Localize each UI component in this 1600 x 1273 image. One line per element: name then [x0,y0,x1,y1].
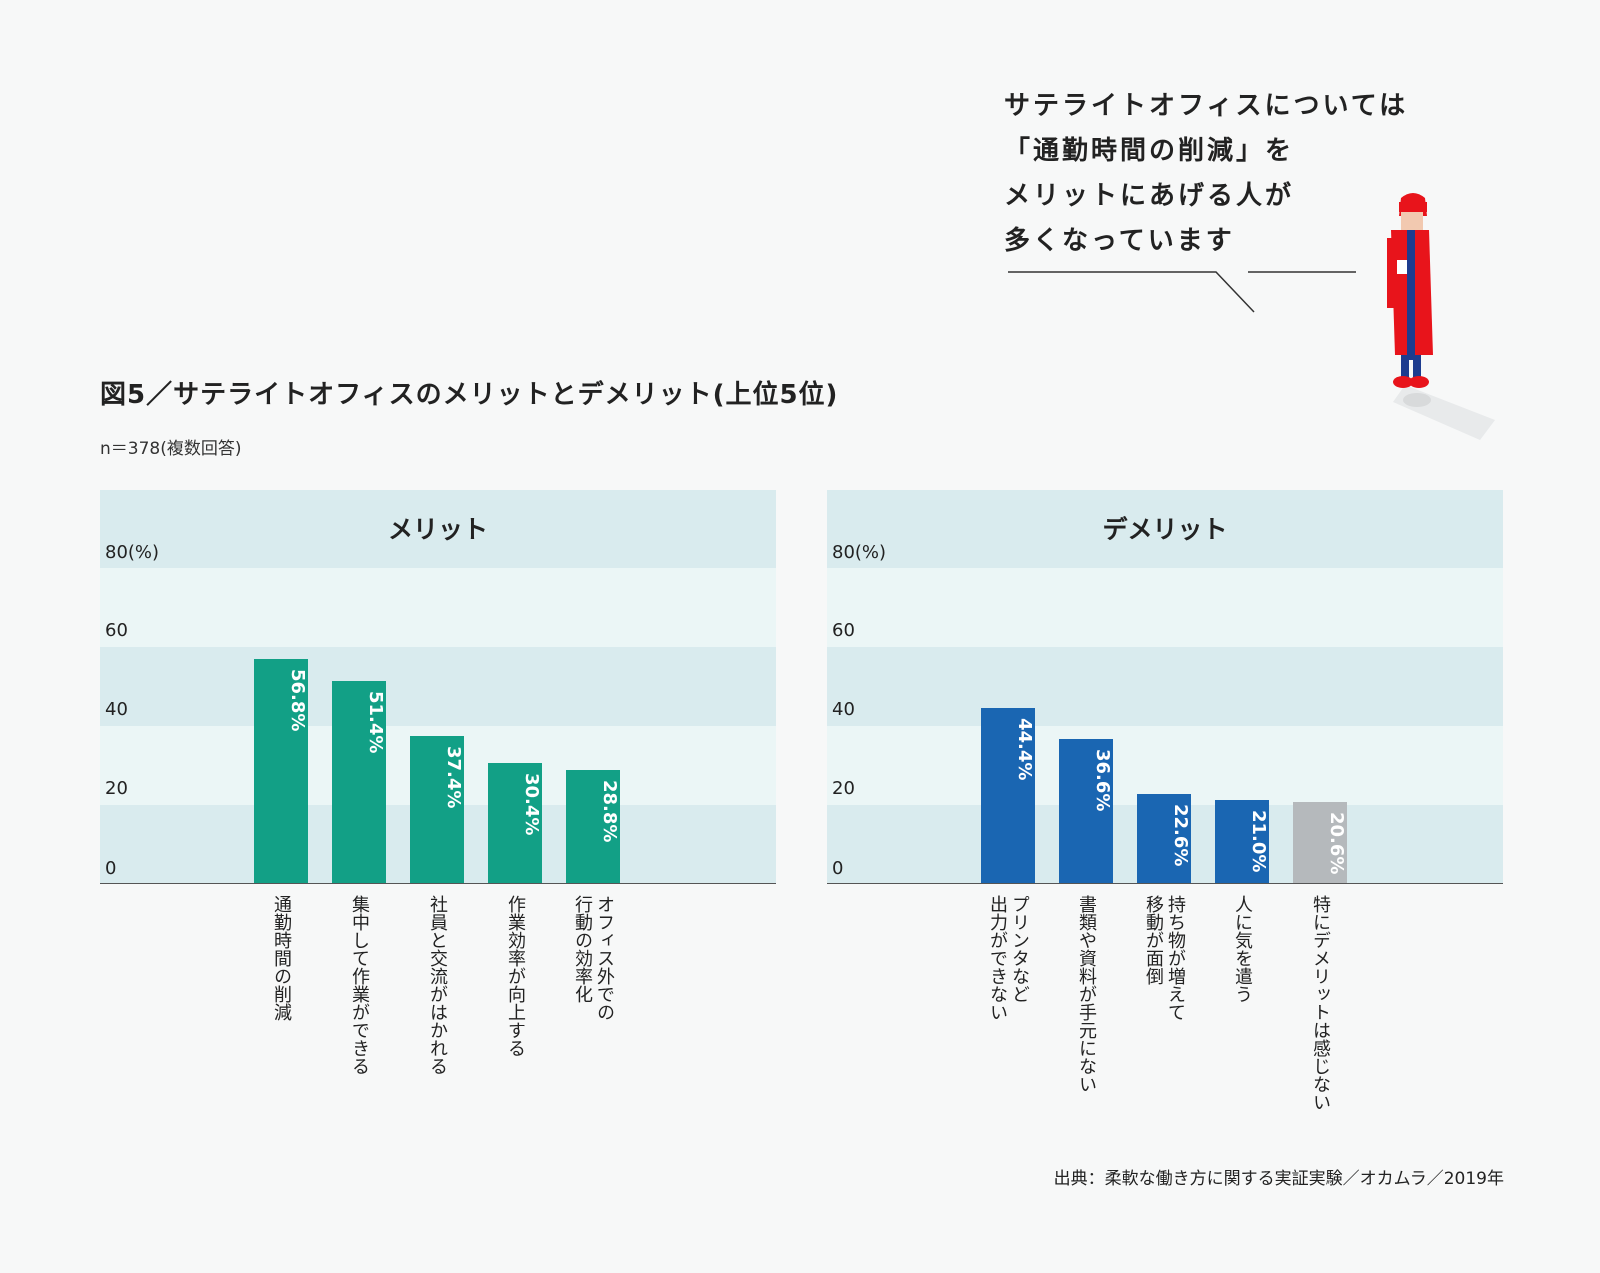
grid-band [827,647,1503,726]
x-axis-line [100,883,776,884]
bar-value-label: 20.6% [1326,811,1347,875]
bar: 22.6% [1137,794,1191,883]
bar: 21.0% [1215,800,1269,883]
bar: 28.8% [566,769,620,883]
grid-band [100,647,776,726]
bar-value-label: 37.4% [443,745,464,809]
demerit-chart-title: デメリット [1102,515,1228,544]
bar-value-label: 44.4% [1014,718,1035,781]
grid-band [827,490,1503,568]
category-label: プリンタなど 出力ができない [987,895,1030,1021]
y-tick-label: 20 [832,778,855,799]
y-tick-label: 40 [832,699,855,720]
y-tick-label: 40 [105,699,128,720]
grid-band [100,568,776,647]
bar: 56.8% [254,659,308,883]
source-note: 出典：柔軟な働き方に関する実証実験／オカムラ／2019年 [1053,1169,1504,1189]
bar-value-label: 28.8% [599,779,620,843]
category-label: 社員と交流がはかれる [427,895,448,1075]
category-label: 持ち物が増えて 移動が面倒 [1143,895,1186,1021]
callout-line: サテライトオフィスについては [1004,91,1409,121]
bar: 37.4% [410,735,464,883]
y-tick-label: 60 [105,620,128,641]
callout-line: メリットにあげる人が [1004,181,1295,211]
y-tick-label: 60 [832,620,855,641]
bar: 44.4% [981,708,1035,883]
category-label: 書類や資料が手元にない [1076,895,1097,1093]
bar: 30.4% [488,763,542,883]
demerit-chart: デメリット 80(%) 60 40 20 0 44.4% 36.6% 22.6% 21… [827,490,1503,885]
person-illustration [1387,193,1495,440]
y-tick-label: 80(%) [832,542,887,563]
bar-value-label: 22.6% [1170,804,1191,867]
bar: 20.6% [1293,801,1347,883]
category-label: 人に気を遣う [1232,895,1253,1003]
bar-value-label: 56.8% [287,669,308,732]
bar: 36.6% [1059,738,1113,883]
y-tick-label: 80(%) [105,542,160,563]
merit-chart: メリット 80(%) 60 40 20 0 56.8% 51.4% 37.4% 30.… [100,490,776,885]
y-tick-label: 20 [105,778,128,799]
category-label: 通勤時間の削減 [271,895,292,1021]
sample-size-note: n＝378(複数回答) [100,439,242,459]
merit-chart-title: メリット [387,515,488,544]
category-label: 集中して作業ができる [349,895,370,1075]
grid-band [827,568,1503,647]
bar-value-label: 51.4% [365,690,386,754]
callout-line: 多くなっています [1004,226,1235,256]
callout-text: サテライトオフィスについては 「通勤時間の削減」を メリットにあげる人が 多くな… [1004,84,1408,264]
category-label: 特にデメリットは感じない [1310,895,1331,1111]
bar-value-label: 21.0% [1248,810,1269,873]
callout-pointer [1008,271,1356,313]
bar-value-label: 36.6% [1092,748,1113,812]
bar-value-label: 30.4% [521,773,542,836]
y-tick-label: 0 [832,858,844,879]
category-label: 作業効率が向上する [505,895,526,1057]
grid-band [100,490,776,568]
callout-line: 「通勤時間の削減」を [1004,136,1295,166]
bar: 51.4% [332,680,386,883]
grid-band [827,726,1503,805]
y-tick-label: 0 [105,858,117,879]
category-label: オフィス外での 行動の効率化 [572,895,615,1021]
figure-title: 図5／サテライトオフィスのメリットとデメリット(上位5位) [100,380,839,410]
x-axis-line [827,883,1503,884]
